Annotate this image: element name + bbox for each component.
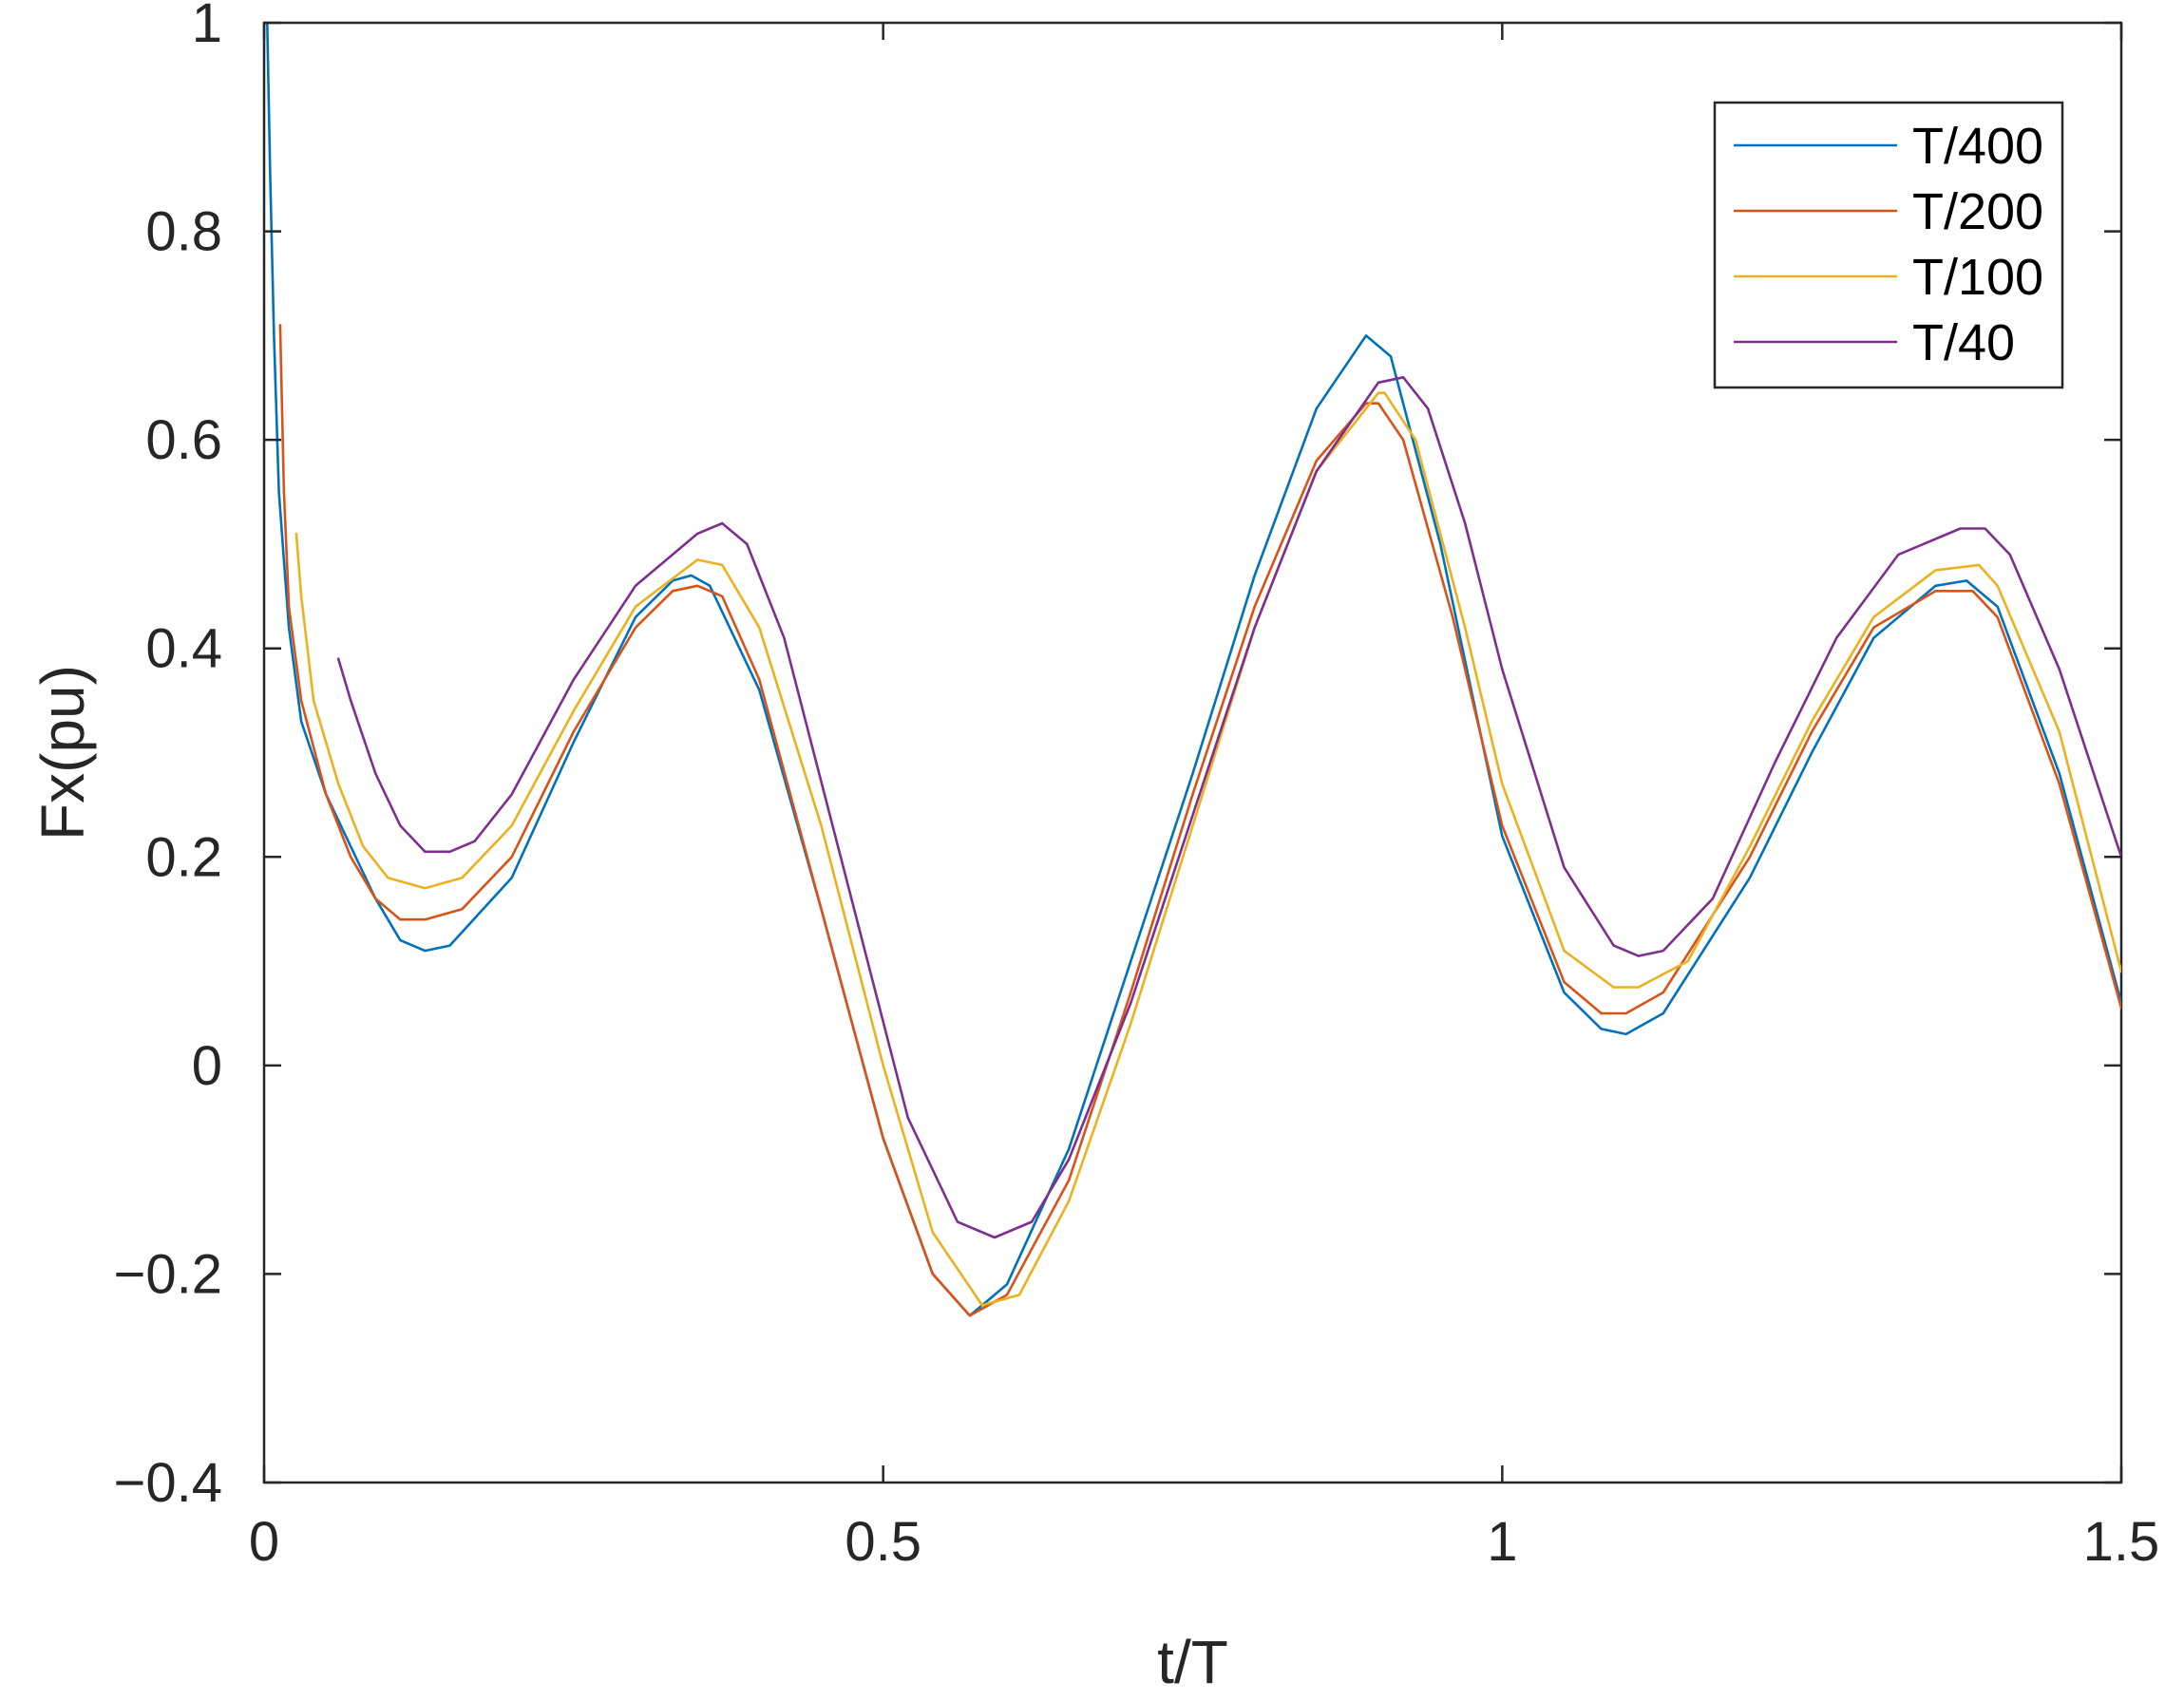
series-line-2 [278,324,2121,1317]
legend-label: T/200 [1912,183,2043,240]
tick-labels: 0 0.5 1 1.5 −0.4 −0.2 0 0.2 0.4 0.6 0.8 1 [114,0,2160,1573]
y-tick-label: −0.2 [114,1243,223,1305]
legend-label: T/100 [1912,249,2043,306]
x-tick-label: 1 [1487,1511,1517,1573]
y-tick-label: 0.2 [145,826,222,888]
y-tick-label: 0.4 [145,618,222,680]
y-tick-label: 0.8 [145,201,222,263]
legend-label: T/40 [1912,314,2015,371]
x-tick-label: 0 [249,1511,279,1573]
y-tick-label: 0 [192,1035,222,1097]
legend-item: T/200 [1734,183,2043,240]
legend-item: T/100 [1734,249,2043,306]
y-tick-label: 1 [192,0,222,54]
x-tick-label: 0.5 [845,1511,921,1573]
legend-items: T/400 T/200 T/100 T/40 [1734,118,2043,371]
series-line-3 [294,391,2121,1307]
legend-item: T/40 [1734,314,2015,371]
series-line-4 [336,376,2121,1239]
legend: T/400 T/200 T/100 T/40 [1713,101,2064,389]
series-layer [266,23,2121,1317]
x-axis-title: t/T [1157,1628,1228,1696]
y-axis-title: Fx(pu) [28,665,97,841]
legend-item: T/400 [1734,118,2043,175]
ticks-layer [262,21,2123,1484]
y-tick-label: −0.4 [114,1452,223,1514]
legend-box [1713,101,2064,389]
legend-label: T/400 [1912,118,2043,175]
x-tick-label: 1.5 [2083,1511,2160,1573]
y-tick-label: 0.6 [145,409,222,471]
